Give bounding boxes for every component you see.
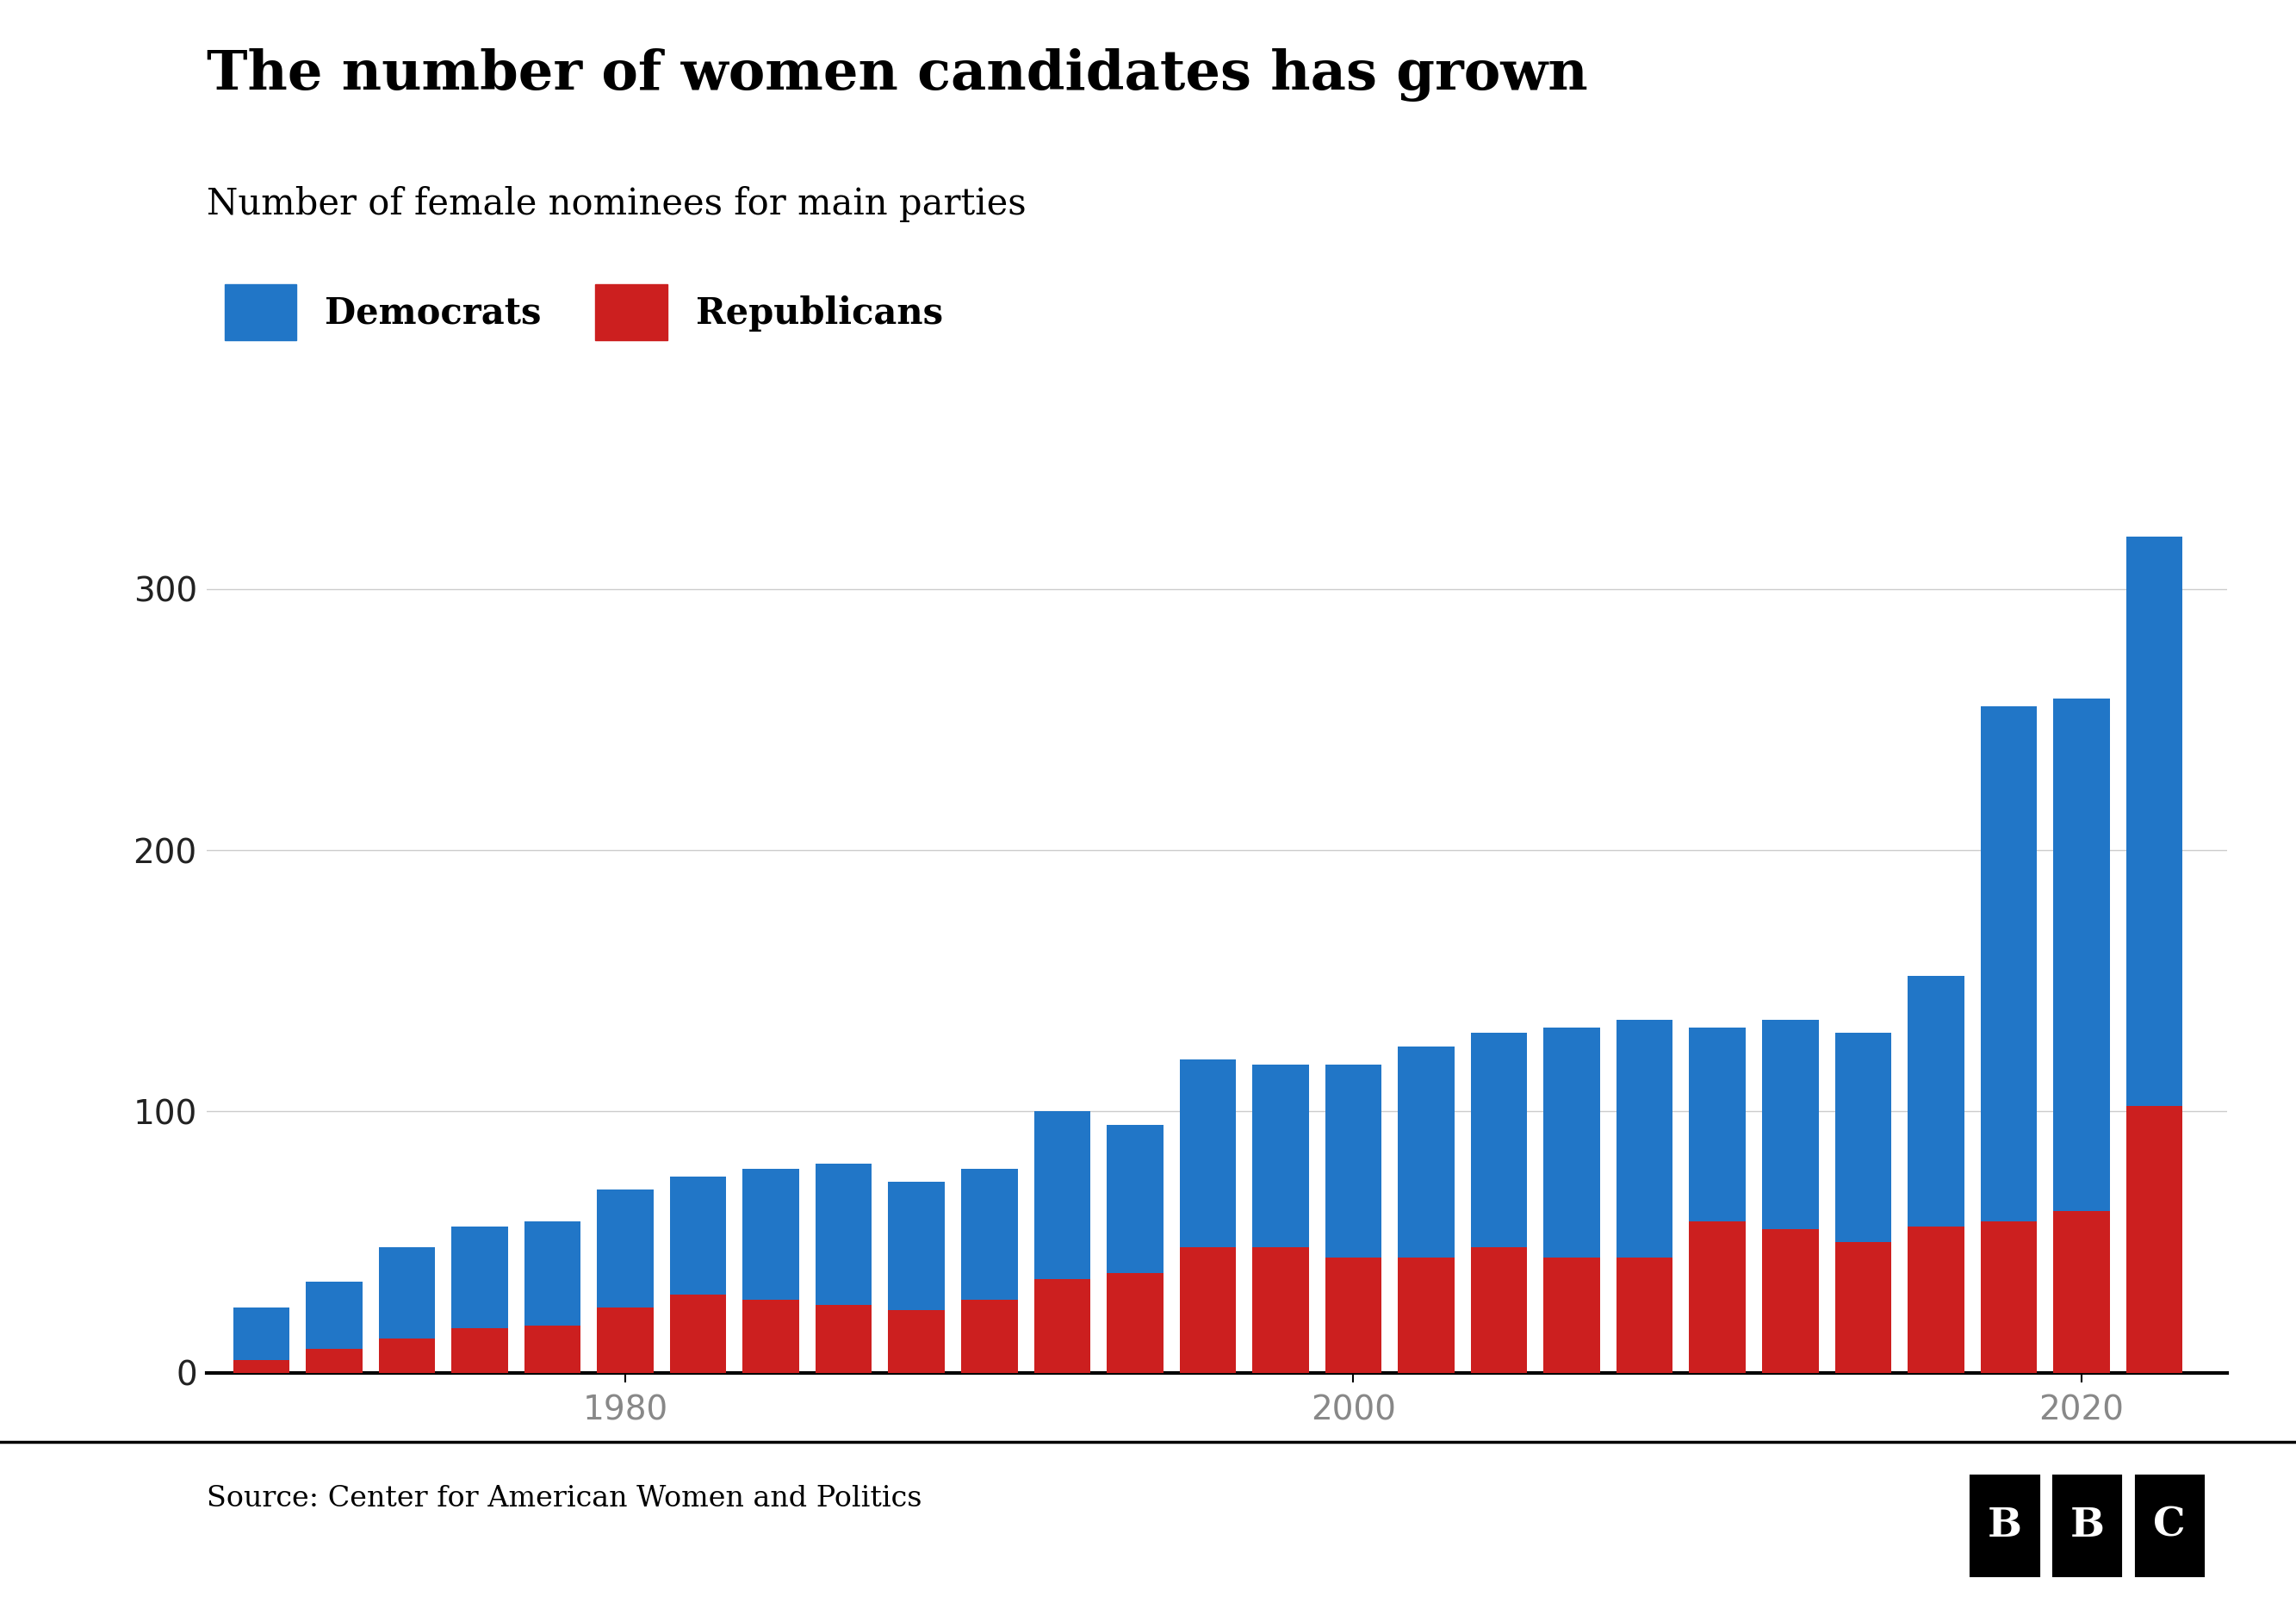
Bar bbox=[1543, 1258, 1600, 1373]
Bar bbox=[305, 1349, 363, 1373]
Bar bbox=[1761, 1021, 1818, 1229]
Bar bbox=[2053, 699, 2110, 1211]
Bar bbox=[2053, 1211, 2110, 1373]
Bar bbox=[1616, 1021, 1674, 1258]
Bar bbox=[1033, 1111, 1091, 1279]
Bar bbox=[1472, 1247, 1527, 1373]
Text: C: C bbox=[2154, 1505, 2186, 1546]
Bar bbox=[1981, 706, 2037, 1221]
Text: Number of female nominees for main parties: Number of female nominees for main parti… bbox=[207, 186, 1026, 221]
Bar bbox=[1616, 1258, 1674, 1373]
Bar bbox=[889, 1310, 944, 1373]
Bar bbox=[1908, 975, 1963, 1226]
Bar bbox=[523, 1326, 581, 1373]
Bar bbox=[2126, 536, 2183, 1106]
Text: B: B bbox=[2069, 1505, 2103, 1546]
Bar bbox=[452, 1226, 507, 1328]
Bar bbox=[523, 1221, 581, 1326]
Bar bbox=[815, 1305, 872, 1373]
Bar bbox=[2133, 1473, 2206, 1579]
Bar bbox=[742, 1169, 799, 1300]
Bar bbox=[1251, 1064, 1309, 1247]
Bar bbox=[889, 1182, 944, 1310]
Bar bbox=[1908, 1226, 1963, 1373]
Bar bbox=[1251, 1247, 1309, 1373]
Bar bbox=[1968, 1473, 2041, 1579]
Bar bbox=[1107, 1274, 1164, 1373]
Legend: Democrats, Republicans: Democrats, Republicans bbox=[225, 284, 944, 339]
Text: B: B bbox=[1986, 1505, 2020, 1546]
Bar bbox=[962, 1169, 1017, 1300]
Bar bbox=[1835, 1034, 1892, 1242]
Bar bbox=[379, 1339, 434, 1373]
Bar bbox=[1761, 1229, 1818, 1373]
Bar bbox=[1180, 1059, 1235, 1247]
Bar bbox=[1325, 1064, 1382, 1258]
Bar bbox=[1690, 1027, 1745, 1221]
Bar bbox=[670, 1177, 726, 1294]
Bar bbox=[1398, 1258, 1453, 1373]
Bar bbox=[232, 1308, 289, 1360]
Bar bbox=[597, 1190, 654, 1308]
Bar bbox=[742, 1300, 799, 1373]
Bar bbox=[670, 1294, 726, 1373]
Bar bbox=[1325, 1258, 1382, 1373]
Bar bbox=[1180, 1247, 1235, 1373]
Bar bbox=[1033, 1279, 1091, 1373]
Bar bbox=[305, 1281, 363, 1349]
Bar bbox=[597, 1308, 654, 1373]
Bar bbox=[1398, 1047, 1453, 1258]
Text: The number of women candidates has grown: The number of women candidates has grown bbox=[207, 48, 1589, 102]
Bar bbox=[2126, 1106, 2183, 1373]
Bar bbox=[1543, 1027, 1600, 1258]
Text: Source: Center for American Women and Politics: Source: Center for American Women and Po… bbox=[207, 1484, 923, 1513]
Bar bbox=[2050, 1473, 2124, 1579]
Bar bbox=[1690, 1221, 1745, 1373]
Bar bbox=[962, 1300, 1017, 1373]
Bar bbox=[1107, 1124, 1164, 1274]
Bar bbox=[1472, 1034, 1527, 1247]
Bar bbox=[1981, 1221, 2037, 1373]
Bar bbox=[815, 1164, 872, 1305]
Bar bbox=[379, 1247, 434, 1339]
Bar bbox=[232, 1360, 289, 1373]
Bar bbox=[452, 1328, 507, 1373]
Bar bbox=[1835, 1242, 1892, 1373]
